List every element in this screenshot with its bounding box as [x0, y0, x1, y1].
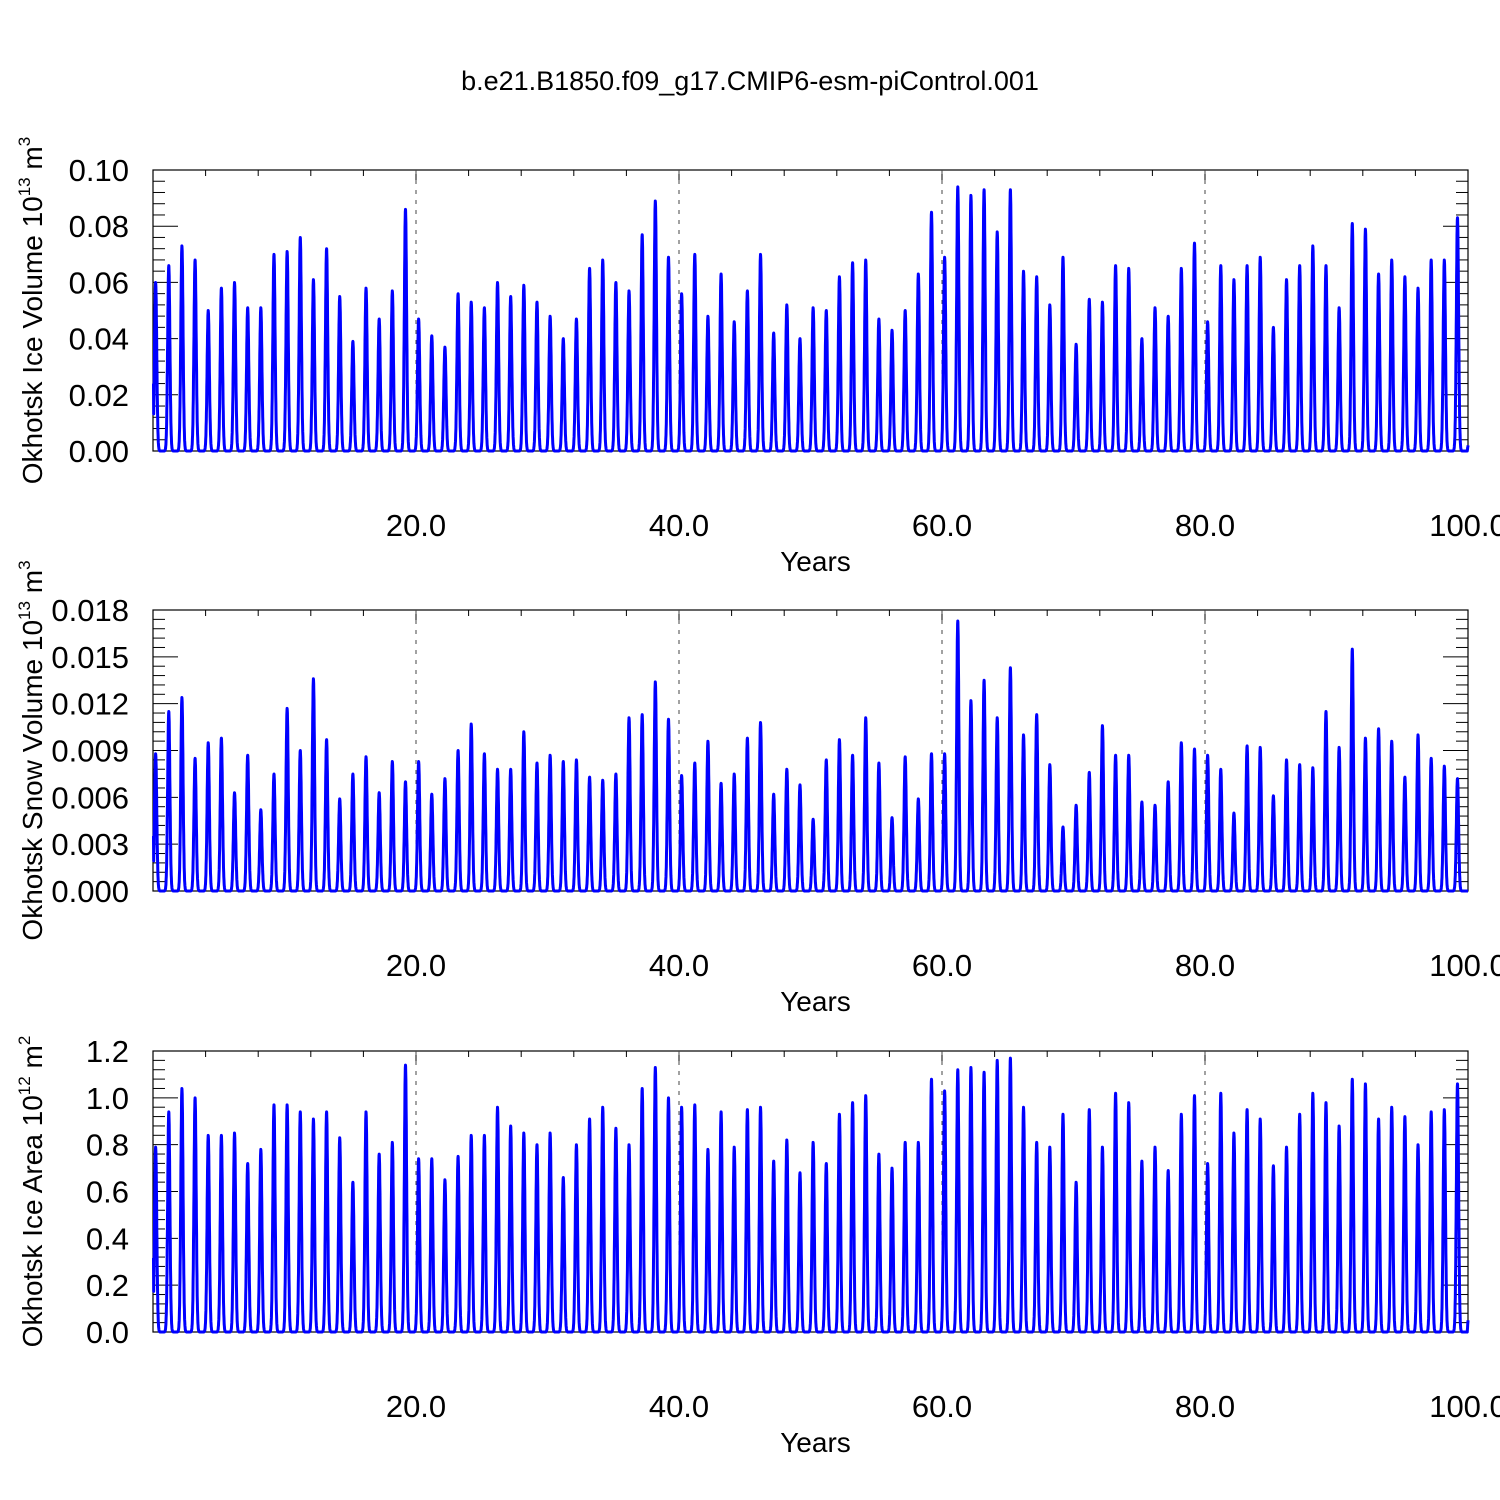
- panel-2-y-axis-label: Okhotsk Snow Volume 1013 m3: [15, 560, 48, 940]
- panel-2-x-tick-label: 100.0: [1429, 948, 1500, 983]
- panel-3-y-tick-label: 0.0: [86, 1315, 129, 1350]
- panel-1-data-series-line: [151, 185, 1470, 453]
- panel-3-y-axis-label: Okhotsk Ice Area 1012 m2: [15, 1036, 48, 1348]
- panel-1-y-axis-label: Okhotsk Ice Volume 1013 m3: [15, 137, 48, 484]
- panel-3-x-tick-label: 20.0: [386, 1389, 446, 1424]
- panel-3-x-tick-label: 80.0: [1175, 1389, 1235, 1424]
- panel-3-y-tick-label: 0.4: [86, 1221, 129, 1256]
- panel-1-x-tick-label: 80.0: [1175, 508, 1235, 543]
- panel-2-x-tick-label: 80.0: [1175, 948, 1235, 983]
- panel-1-x-tick-label: 100.0: [1429, 508, 1500, 543]
- panel-1-y-tick-label: 0.10: [69, 153, 129, 188]
- panel-2-x-tick-label: 20.0: [386, 948, 446, 983]
- panel-3-x-tick-label: 60.0: [912, 1389, 972, 1424]
- panel-2-y-tick-label: 0.012: [51, 687, 129, 722]
- panel-2-y-tick-label: 0.009: [51, 734, 129, 769]
- panel-1-x-axis-label: Years: [780, 546, 851, 577]
- panel-2-y-tick-label: 0.000: [51, 874, 129, 909]
- panel-1-y-tick-label: 0.00: [69, 434, 129, 469]
- panel-1-y-tick-label: 0.02: [69, 378, 129, 413]
- panel-2-data-series-line: [151, 619, 1470, 893]
- panel-2-y-tick-label: 0.003: [51, 827, 129, 862]
- panel-2-y-tick-label: 0.006: [51, 780, 129, 815]
- panel-3-data-series-line: [151, 1056, 1470, 1334]
- panel-1-x-tick-label: 60.0: [912, 508, 972, 543]
- panel-1-y-tick-label: 0.04: [69, 322, 129, 357]
- panel-2-y-tick-label: 0.018: [51, 593, 129, 628]
- panel-3-x-tick-label: 100.0: [1429, 1389, 1500, 1424]
- panel-3-x-axis-label: Years: [780, 1427, 851, 1458]
- panel-2-x-axis-label: Years: [780, 986, 851, 1017]
- panel-3-x-tick-label: 40.0: [649, 1389, 709, 1424]
- panel-3-y-tick-label: 1.0: [86, 1081, 129, 1116]
- panel-3-y-tick-label: 0.2: [86, 1268, 129, 1303]
- panel-3-y-tick-label: 0.6: [86, 1175, 129, 1210]
- panel-3-y-tick-label: 1.2: [86, 1034, 129, 1069]
- chart-title: b.e21.B1850.f09_g17.CMIP6-esm-piControl.…: [461, 66, 1039, 96]
- panel-2-y-tick-label: 0.015: [51, 640, 129, 675]
- panel-1-y-tick-label: 0.06: [69, 265, 129, 300]
- panel-2-x-tick-label: 40.0: [649, 948, 709, 983]
- panel-1-x-tick-label: 40.0: [649, 508, 709, 543]
- panel-1-y-tick-label: 0.08: [69, 209, 129, 244]
- panel-2-x-tick-label: 60.0: [912, 948, 972, 983]
- panel-3-y-tick-label: 0.8: [86, 1128, 129, 1163]
- panel-1-x-tick-label: 20.0: [386, 508, 446, 543]
